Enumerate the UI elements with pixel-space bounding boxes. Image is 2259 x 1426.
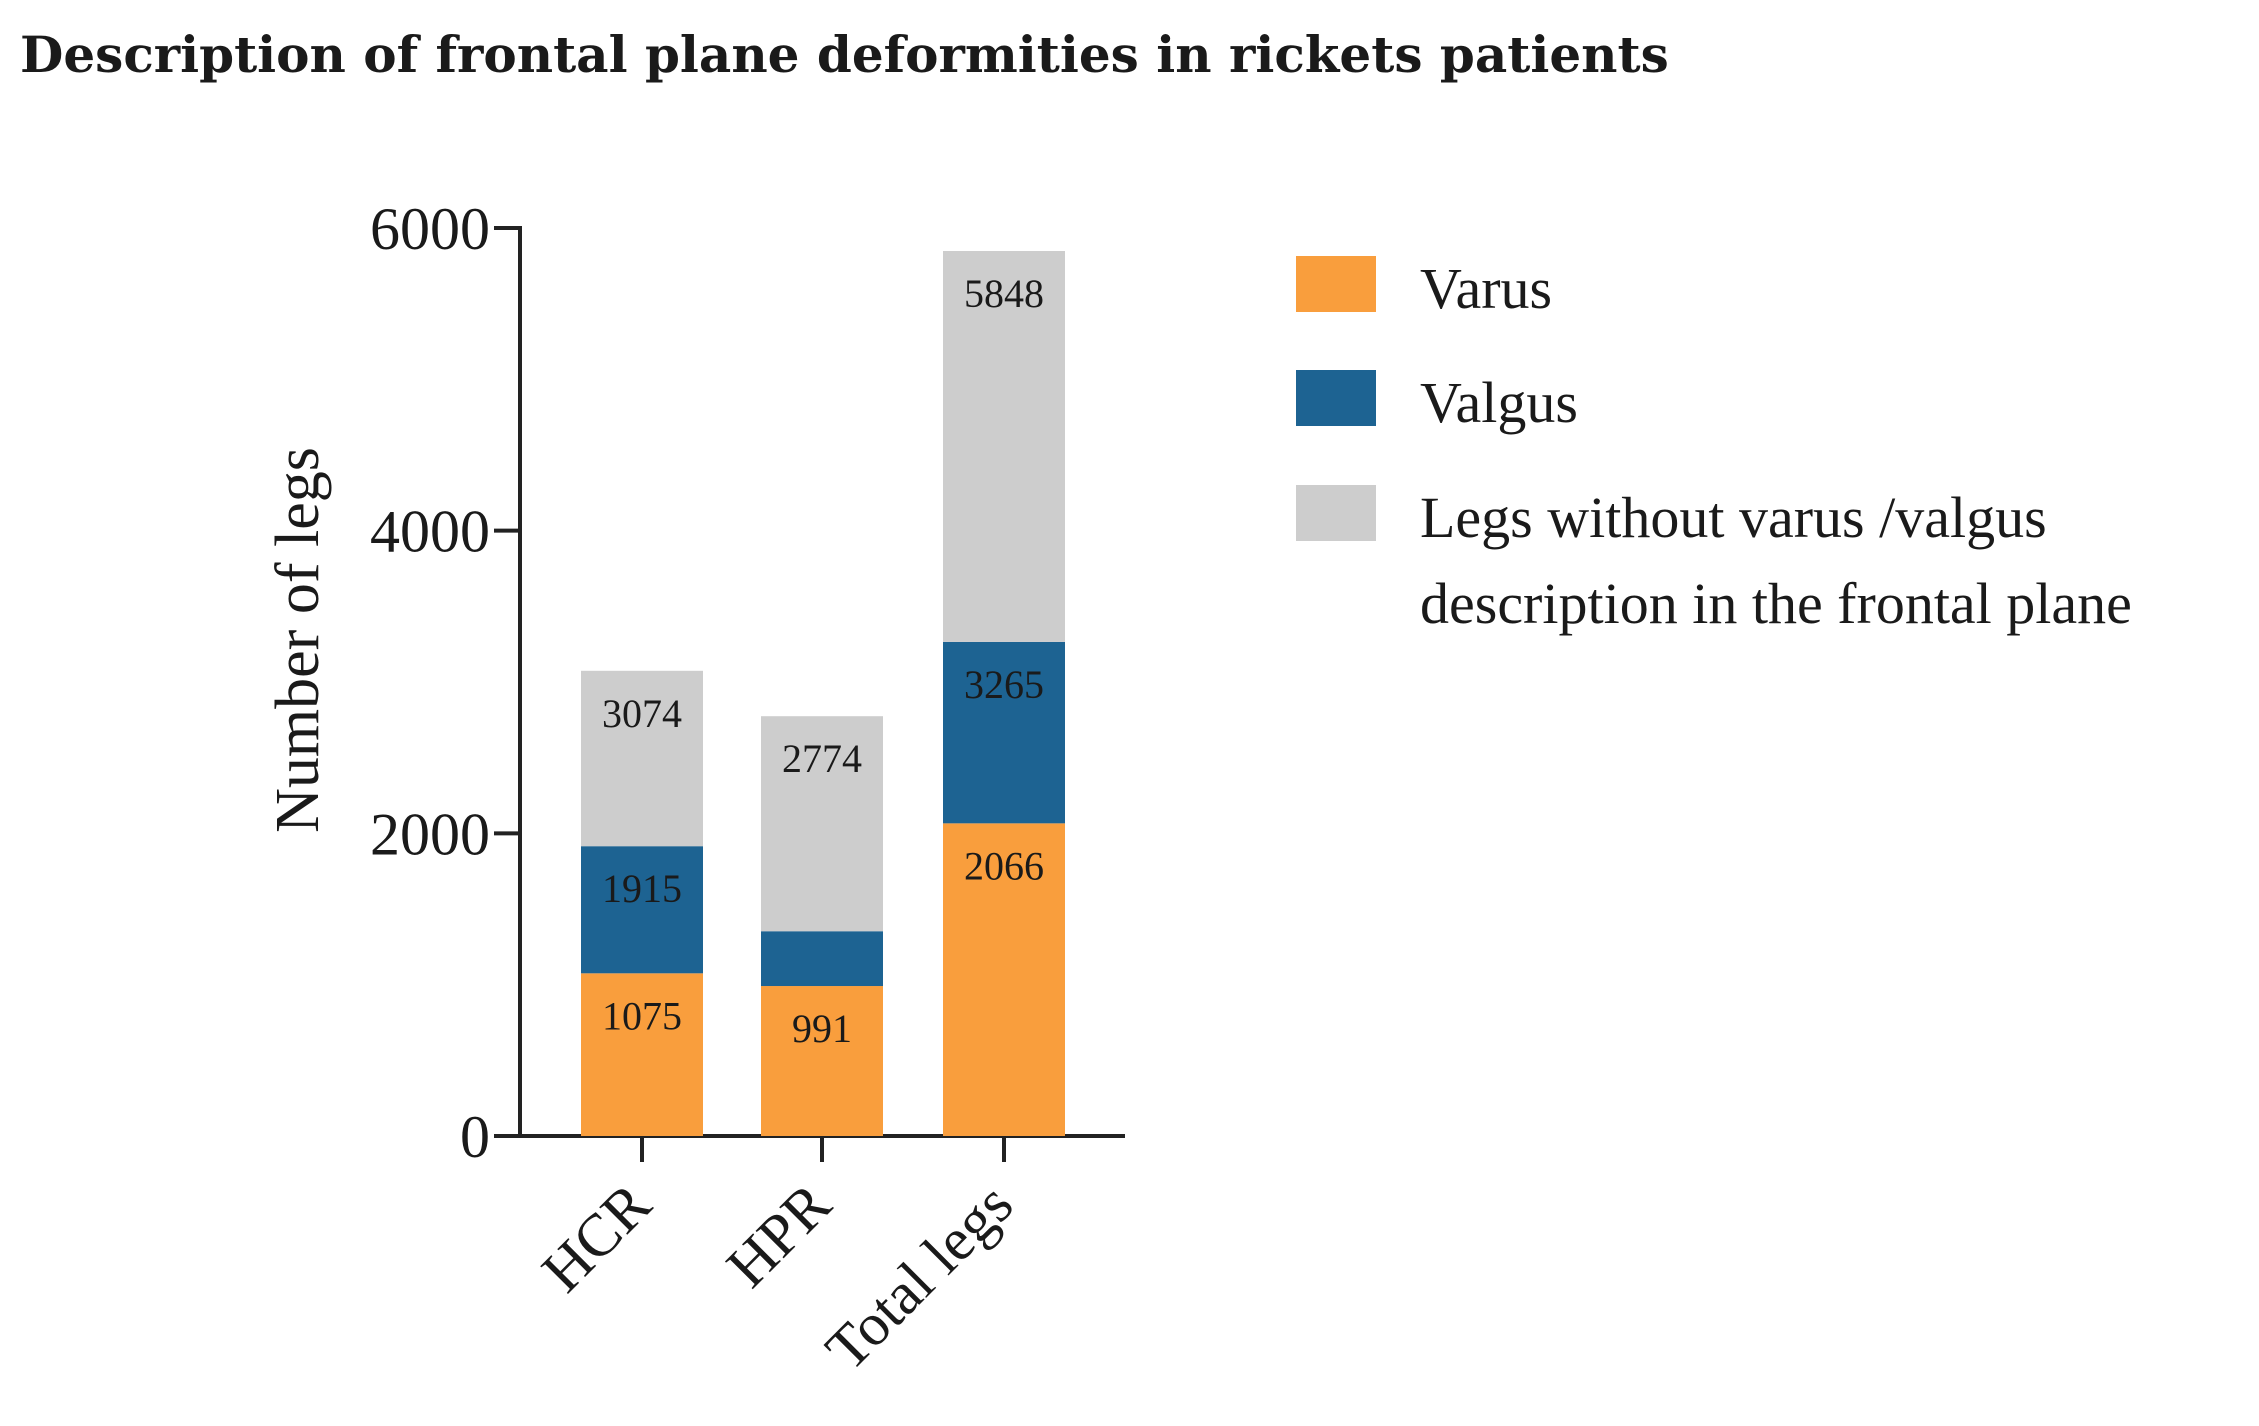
legend-swatch-valgus: [1296, 370, 1376, 426]
y-tick-label: 2000: [370, 801, 490, 867]
y-tick-label: 0: [460, 1104, 490, 1170]
bar-total-legs-valgus: [943, 641, 1065, 824]
legend-swatch-legs-without-varus-v: [1296, 485, 1376, 541]
bar-hpr-valgus: [761, 931, 883, 987]
legend-label: Varus: [1420, 256, 1552, 321]
data-label: 3265: [964, 662, 1044, 707]
bar-hcr-varus: [581, 973, 703, 1136]
bar-hcr-legs-without-varus-v: [581, 670, 703, 847]
data-label: 1915: [602, 866, 682, 911]
legend-label: Valgus: [1420, 370, 1578, 435]
legend-label: description in the frontal plane: [1420, 571, 2132, 636]
x-tick-label-hcr: HCR: [529, 1171, 663, 1305]
y-tick-label: 4000: [370, 499, 490, 565]
bar-hpr-varus: [761, 986, 883, 1136]
data-label: 2066: [964, 843, 1044, 888]
data-label: 1075: [602, 993, 682, 1038]
legend-label: Legs without varus /valgus: [1420, 485, 2047, 550]
y-axis-label: Number of legs: [264, 447, 332, 833]
data-label: 2774: [782, 736, 862, 781]
bar-hcr-valgus: [581, 846, 703, 974]
x-tick-label-total-legs: Total legs: [813, 1171, 1025, 1383]
x-tick-label-hpr: HPR: [714, 1171, 843, 1300]
data-label: 5848: [964, 271, 1044, 316]
data-label: 3074: [602, 691, 682, 736]
bar-hpr-legs-without-varus-v: [761, 716, 883, 932]
y-tick-label: 6000: [370, 196, 490, 262]
bar-total-legs-varus: [943, 823, 1065, 1136]
legend-swatch-varus: [1296, 256, 1376, 312]
bar-total-legs-legs-without-varus-v: [943, 251, 1065, 642]
data-label: 991: [792, 1006, 852, 1051]
legend: Varus Valgus Legs without varus /valgus des…: [1296, 256, 2132, 636]
chart-title: Description of frontal plane deformities…: [20, 25, 1669, 84]
